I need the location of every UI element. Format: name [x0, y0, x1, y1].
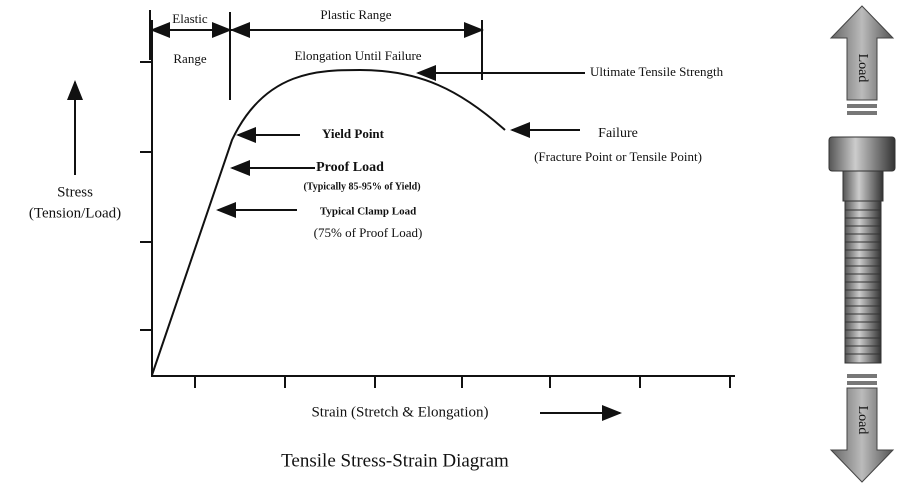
- elongation-label: Elongation Until Failure: [294, 48, 421, 63]
- clamp-note: (75% of Proof Load): [314, 225, 423, 240]
- yield-label: Yield Point: [322, 126, 385, 141]
- ultimate-label: Ultimate Tensile Strength: [590, 64, 724, 79]
- elastic-label: Elastic: [172, 11, 208, 26]
- proof-label: Proof Load: [316, 160, 384, 175]
- load-label: Load: [855, 54, 870, 83]
- x-axis-label: Strain (Stretch & Elongation): [311, 404, 488, 420]
- stress-strain-diagram: Elastic Range Plastic Range Elongation U…: [0, 0, 899, 487]
- plastic-label: Plastic Range: [320, 7, 391, 22]
- failure-note: (Fracture Point or Tensile Point): [534, 149, 702, 164]
- y-axis-label: (Tension/Load): [29, 205, 121, 221]
- failure-label: Failure: [598, 126, 638, 141]
- load-label: Load: [855, 406, 870, 435]
- elastic-label: Range: [173, 51, 206, 66]
- clamp-label: Typical Clamp Load: [320, 206, 416, 218]
- title: Tensile Stress-Strain Diagram: [281, 450, 509, 471]
- bolt-illustration: Load Load: [829, 6, 895, 482]
- stress-strain-curve: [152, 70, 505, 375]
- y-axis-label: Stress: [57, 184, 93, 200]
- proof-note: (Typically 85-95% of Yield): [303, 181, 420, 192]
